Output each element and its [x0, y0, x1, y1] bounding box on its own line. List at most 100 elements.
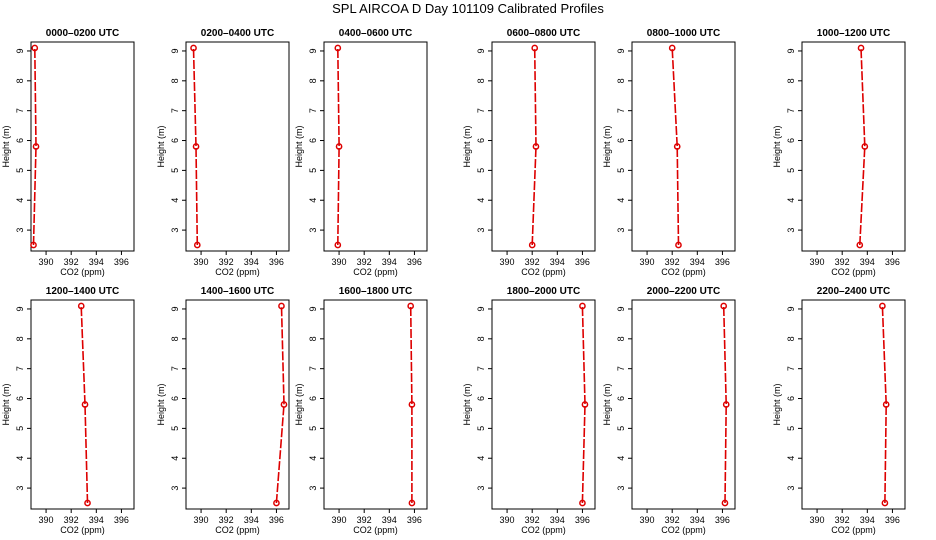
profile-point: [531, 44, 539, 52]
y-tick-label: 4: [616, 198, 626, 203]
y-tick-label: 6: [15, 138, 25, 143]
x-tick-label: 390: [640, 257, 655, 267]
profile-panel: 0400–0600 UTC 390 392 394 396 3 4 5 6 7 8 9 CO2 (ppm…: [294, 28, 428, 277]
x-tick-label: 390: [500, 257, 515, 267]
y-tick-label: 6: [15, 396, 25, 401]
x-tick-label: 390: [810, 257, 825, 267]
panel-title: 1600–1800 UTC: [339, 286, 412, 297]
y-tick-label: 3: [170, 486, 180, 491]
plot-frame: [801, 299, 906, 510]
y-tick-label: 5: [308, 168, 318, 173]
y-tick-label: 8: [308, 78, 318, 83]
profile-line: [337, 47, 340, 246]
y-axis-label: Height (m): [294, 383, 304, 425]
plot-frame: [185, 299, 290, 510]
y-tick-label: 8: [15, 336, 25, 341]
panel-title: 0200–0400 UTC: [201, 28, 274, 39]
x-tick-label: 396: [575, 257, 590, 267]
profile-point: [857, 44, 865, 52]
y-tick-label: 9: [786, 306, 796, 311]
profile-panel: 0600–0800 UTC 390 392 394 396 3 4 5 6 7 8 9 CO2 (ppm…: [462, 28, 596, 277]
x-tick-label: 392: [64, 515, 79, 525]
y-tick-label: 9: [308, 306, 318, 311]
y-tick-label: 9: [15, 48, 25, 53]
panel-title: 2200–2400 UTC: [817, 286, 890, 297]
y-tick-label: 7: [308, 108, 318, 113]
x-tick-label: 392: [525, 515, 540, 525]
y-tick-label: 3: [616, 228, 626, 233]
x-axis-label: CO2 (ppm): [353, 525, 398, 535]
y-tick-label: 4: [308, 456, 318, 461]
panel-title: 2000–2200 UTC: [647, 286, 720, 297]
panel-title: 0000–0200 UTC: [46, 28, 119, 39]
x-tick-label: 394: [860, 257, 875, 267]
y-tick-label: 4: [170, 456, 180, 461]
y-tick-label: 9: [170, 48, 180, 53]
y-tick-label: 7: [616, 108, 626, 113]
y-tick-label: 9: [308, 48, 318, 53]
y-tick-label: 8: [476, 336, 486, 341]
x-tick-label: 390: [640, 515, 655, 525]
y-tick-label: 3: [170, 228, 180, 233]
y-tick-label: 5: [786, 168, 796, 173]
x-tick-label: 390: [194, 515, 209, 525]
x-axis-label: CO2 (ppm): [521, 525, 566, 535]
y-tick-label: 3: [786, 486, 796, 491]
profile-point: [84, 499, 91, 507]
profile-point: [334, 44, 342, 52]
x-axis-label: CO2 (ppm): [215, 267, 260, 277]
plot-frame: [323, 41, 428, 252]
y-tick-label: 7: [786, 366, 796, 371]
profile-point: [30, 241, 37, 249]
profile-panel: 1800–2000 UTC 390 392 394 396 3 4 5 6 7 8 9 CO2 (ppm…: [462, 286, 596, 535]
y-tick-label: 4: [786, 456, 796, 461]
profile-point: [31, 44, 39, 52]
x-tick-label: 396: [885, 515, 900, 525]
profile-point: [334, 241, 342, 249]
x-axis-label: CO2 (ppm): [215, 525, 260, 535]
y-tick-label: 7: [476, 108, 486, 113]
x-tick-label: 392: [357, 515, 372, 525]
x-tick-label: 392: [835, 257, 850, 267]
y-tick-label: 4: [616, 456, 626, 461]
y-tick-label: 7: [15, 366, 25, 371]
plot-frame: [323, 299, 428, 510]
profile-point: [278, 302, 285, 310]
y-tick-label: 3: [15, 228, 25, 233]
y-tick-label: 5: [170, 168, 180, 173]
x-tick-label: 394: [244, 257, 259, 267]
y-axis-label: Height (m): [462, 383, 472, 425]
x-tick-label: 394: [89, 515, 104, 525]
y-tick-label: 8: [786, 336, 796, 341]
plot-frame: [185, 41, 290, 252]
y-tick-label: 8: [170, 336, 180, 341]
plot-frame: [801, 41, 906, 252]
y-axis-label: Height (m): [156, 383, 166, 425]
profile-panel: 0200–0400 UTC 390 392 394 396 3 4 5 6 7 8 9 CO2 (ppm…: [156, 28, 290, 277]
y-tick-label: 5: [170, 426, 180, 431]
x-tick-label: 394: [690, 515, 705, 525]
x-tick-label: 390: [39, 257, 54, 267]
y-tick-label: 6: [170, 396, 180, 401]
profile-point: [408, 499, 416, 507]
y-axis-label: Height (m): [602, 383, 612, 425]
profile-point: [407, 302, 415, 310]
y-tick-label: 3: [15, 486, 25, 491]
y-tick-label: 6: [308, 396, 318, 401]
plot-frame: [631, 299, 736, 510]
x-tick-label: 392: [219, 257, 234, 267]
profile-panel: 1600–1800 UTC 390 392 394 396 3 4 5 6 7 8 9 CO2 (ppm…: [294, 286, 428, 535]
x-tick-label: 396: [715, 257, 730, 267]
y-tick-label: 4: [476, 198, 486, 203]
profile-panel: 1200–1400 UTC 390 392 394 396 3 4 5 6 7 8 9 CO2 (ppm…: [1, 286, 135, 535]
x-axis-label: CO2 (ppm): [353, 267, 398, 277]
x-tick-label: 394: [89, 257, 104, 267]
y-tick-label: 4: [170, 198, 180, 203]
y-tick-label: 4: [308, 198, 318, 203]
x-tick-label: 396: [407, 515, 422, 525]
y-tick-label: 5: [476, 168, 486, 173]
y-axis-label: Height (m): [294, 125, 304, 167]
figure-title: SPL AIRCOA D Day 101109 Calibrated Profi…: [332, 1, 604, 16]
profile-point: [581, 401, 589, 408]
y-tick-label: 5: [616, 168, 626, 173]
